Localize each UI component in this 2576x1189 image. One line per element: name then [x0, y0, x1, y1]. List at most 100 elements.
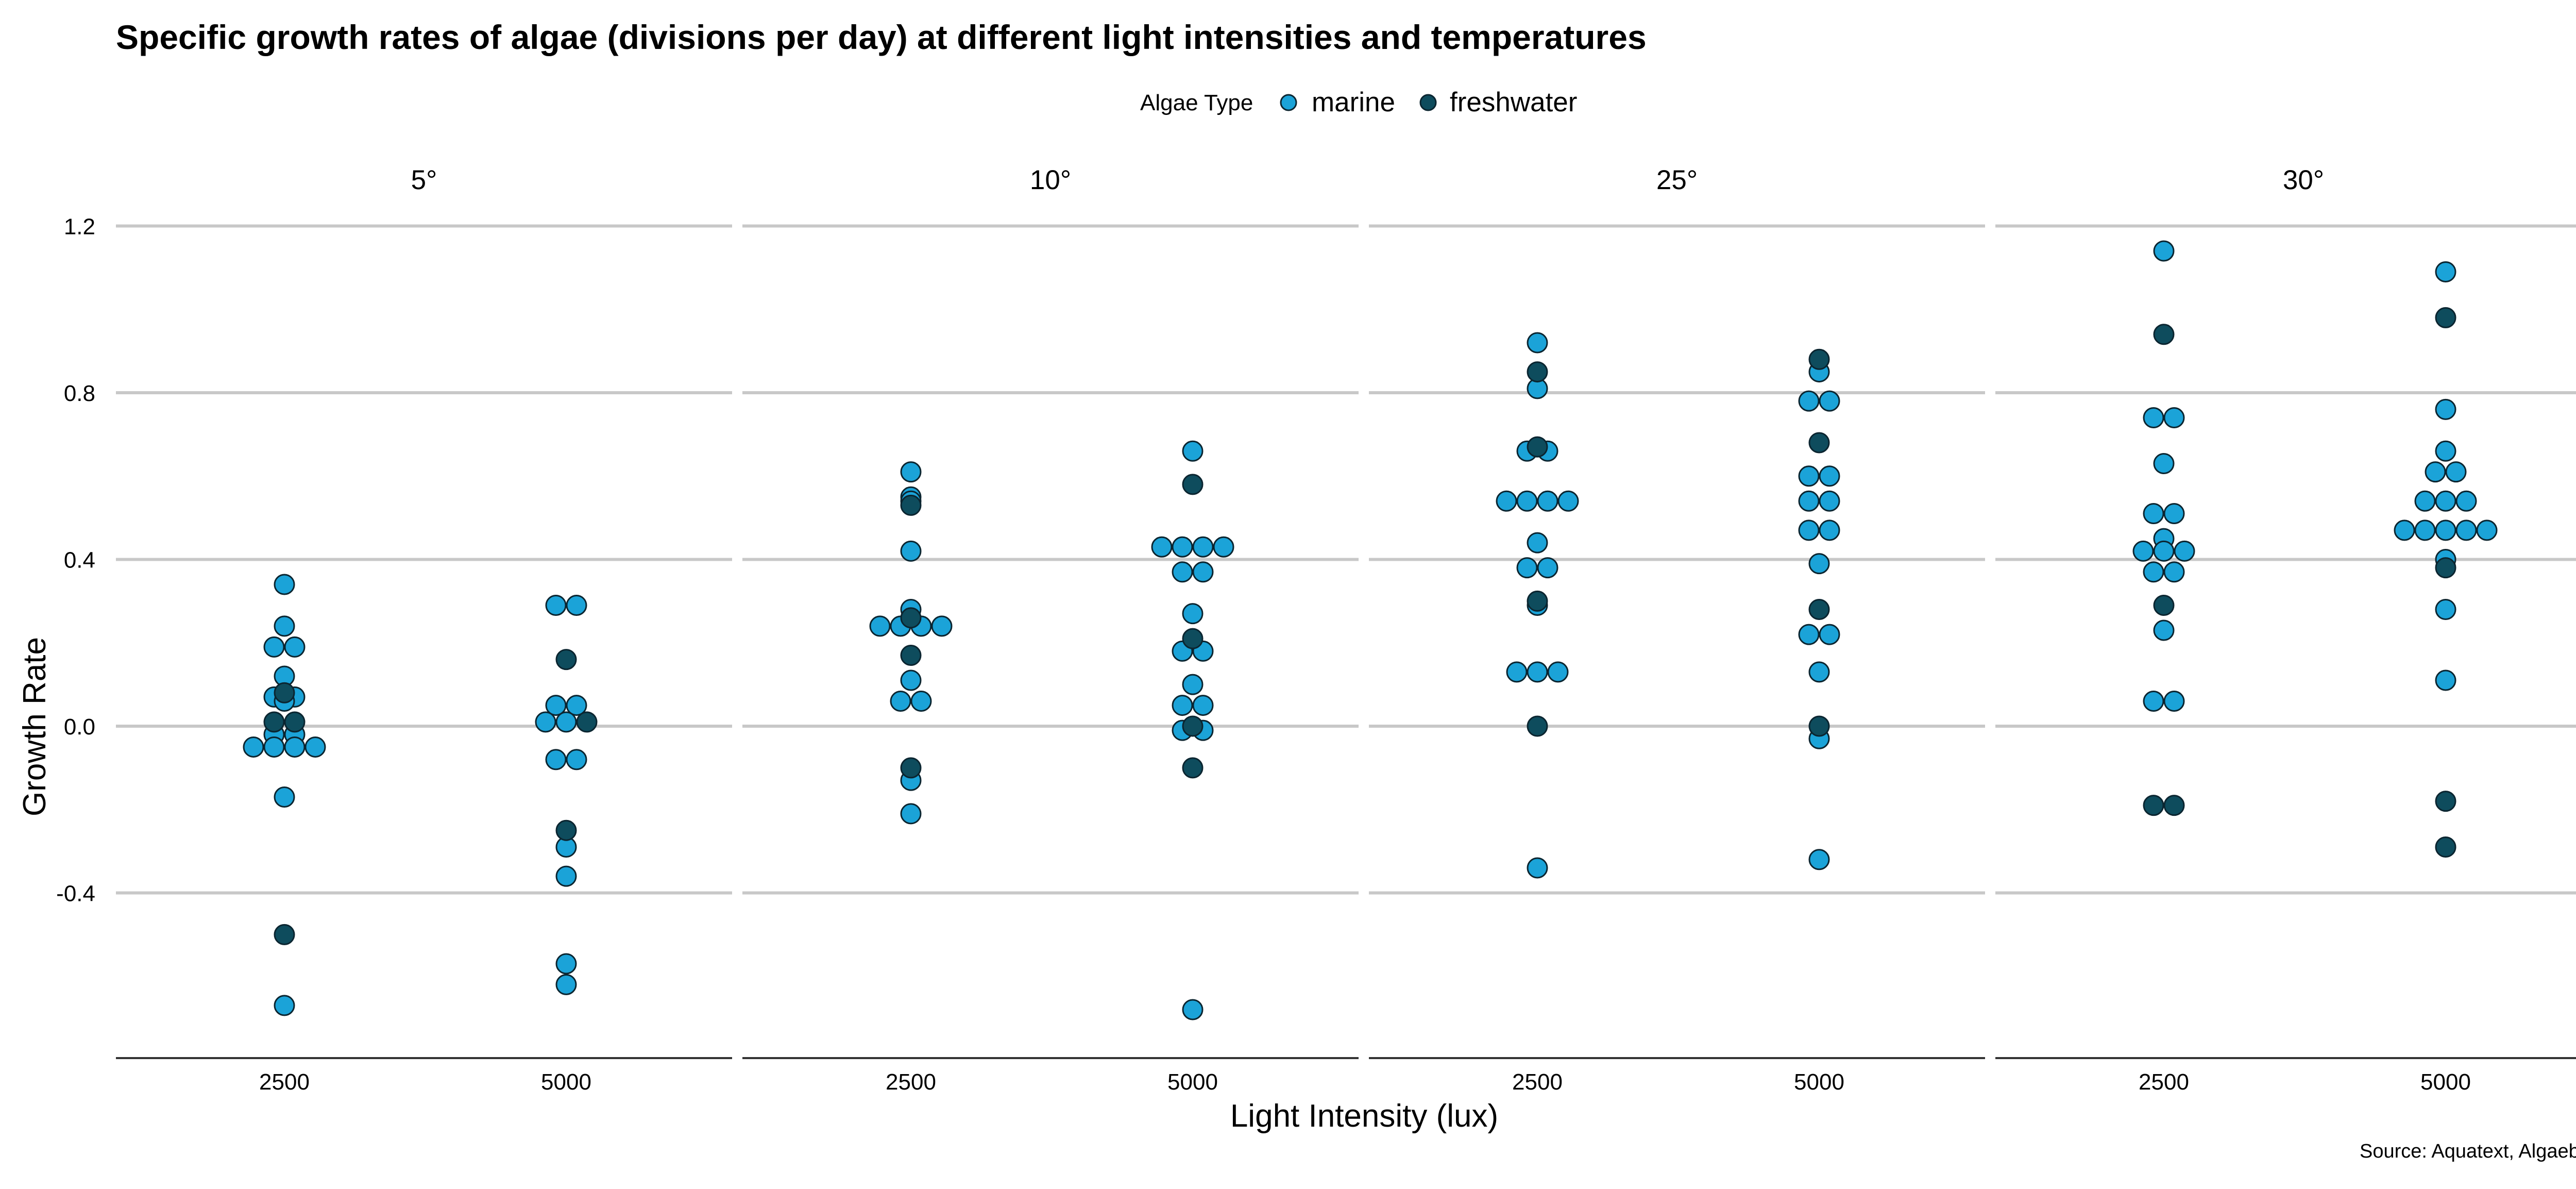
marine-point	[900, 669, 922, 691]
chart-title: Specific growth rates of algae (division…	[116, 18, 1647, 56]
marine-point	[1537, 490, 1558, 512]
marine-point	[274, 995, 295, 1016]
marine-point	[1537, 557, 1558, 579]
marine-point	[2425, 461, 2446, 483]
marine-point	[900, 461, 922, 483]
marine-point	[1527, 661, 1548, 683]
marine-point	[274, 574, 295, 595]
marine-point	[1798, 490, 1820, 512]
marine-point	[900, 540, 922, 562]
marine-point	[1516, 490, 1538, 512]
legend-freshwater-key	[1419, 94, 1437, 111]
marine-point	[1808, 661, 1830, 683]
freshwater-point	[1808, 599, 1830, 621]
freshwater-point	[900, 757, 922, 779]
marine-point	[1192, 561, 1214, 583]
freshwater-point	[2163, 795, 2185, 816]
marine-point	[2435, 440, 2456, 462]
freshwater-point	[1182, 474, 1204, 495]
marine-point	[284, 736, 306, 758]
marine-point	[1798, 465, 1820, 487]
marine-point	[2435, 599, 2456, 621]
freshwater-point	[900, 607, 922, 629]
marine-point	[2153, 540, 2175, 562]
marine-point	[1182, 999, 1204, 1020]
freshwater-point	[263, 711, 285, 733]
marine-point	[545, 695, 567, 716]
marine-point	[1192, 695, 1214, 716]
marine-point	[2435, 261, 2456, 282]
facet-label: 10°	[1030, 165, 1071, 195]
marine-point	[1151, 536, 1173, 558]
marine-point	[2435, 398, 2456, 420]
marine-point	[2153, 619, 2175, 641]
marine-point	[566, 695, 587, 716]
marine-point	[555, 974, 577, 995]
marine-point	[1182, 440, 1204, 462]
marine-point	[2435, 490, 2456, 512]
marine-point	[545, 749, 567, 771]
marine-point	[1182, 674, 1204, 695]
y-tick-label: -0.4	[56, 881, 95, 907]
freshwater-point	[1527, 715, 1548, 737]
x-tick-label: 2500	[2139, 1069, 2189, 1095]
marine-point	[2163, 561, 2185, 583]
marine-point	[555, 953, 577, 975]
marine-point	[2455, 490, 2477, 512]
marine-point	[900, 803, 922, 825]
marine-point	[1506, 661, 1528, 683]
marine-point	[2445, 461, 2467, 483]
marine-point	[263, 736, 285, 758]
freshwater-point	[1527, 361, 1548, 383]
freshwater-point	[2435, 836, 2456, 858]
freshwater-point	[1808, 715, 1830, 737]
marine-point	[2435, 669, 2456, 691]
facet-label: 5°	[411, 165, 437, 195]
marine-point	[284, 636, 306, 658]
marine-point	[1808, 849, 1830, 870]
marine-point	[566, 749, 587, 771]
x-tick-label: 5000	[2420, 1069, 2471, 1095]
marine-point	[2163, 690, 2185, 712]
marine-point	[890, 690, 911, 712]
marine-point	[304, 736, 326, 758]
facet-label: 30°	[2283, 165, 2324, 195]
source-caption: Source: Aquatext, Algaebase	[2360, 1141, 2576, 1162]
freshwater-point	[284, 711, 306, 733]
freshwater-point	[900, 494, 922, 516]
y-axis-title: Growth Rate	[17, 637, 53, 816]
axis-labels: -0.4 0.0 0.4 0.8 1.2 5° 2500 5000 10° 2500 5000 25°…	[56, 165, 2471, 1095]
x-tick-label: 5000	[541, 1069, 591, 1095]
freshwater-point	[2143, 795, 2164, 816]
marine-point	[1819, 490, 1840, 512]
marine-point	[2476, 520, 2498, 541]
marine-point	[2163, 407, 2185, 429]
legend-title: Algae Type	[1140, 90, 1253, 115]
freshwater-point	[1182, 628, 1204, 649]
marine-point	[2394, 520, 2415, 541]
marine-point	[555, 865, 577, 887]
x-tick-label: 2500	[886, 1069, 936, 1095]
marine-point	[1798, 624, 1820, 645]
marine-point	[2414, 520, 2436, 541]
marine-point	[2153, 240, 2175, 262]
marine-point	[2455, 520, 2477, 541]
freshwater-point	[274, 682, 295, 704]
marine-point	[869, 615, 891, 637]
legend: Algae Type marine freshwater	[1140, 87, 1577, 118]
marine-point	[1819, 390, 1840, 412]
marine-point	[263, 636, 285, 658]
y-tick-label: 0.4	[64, 548, 95, 573]
x-tick-label: 2500	[1512, 1069, 1563, 1095]
marine-point	[1819, 624, 1840, 645]
x-tick-label: 5000	[1167, 1069, 1218, 1095]
y-tick-label: 1.2	[64, 214, 95, 240]
marine-point	[931, 615, 953, 637]
marine-point	[243, 736, 264, 758]
marine-point	[2435, 520, 2456, 541]
freshwater-point	[274, 924, 295, 945]
legend-marine-key	[1280, 94, 1297, 111]
y-tick-label: 0.8	[64, 381, 95, 406]
marine-point	[2153, 453, 2175, 474]
x-axis-title: Light Intensity (lux)	[1230, 1098, 1498, 1134]
